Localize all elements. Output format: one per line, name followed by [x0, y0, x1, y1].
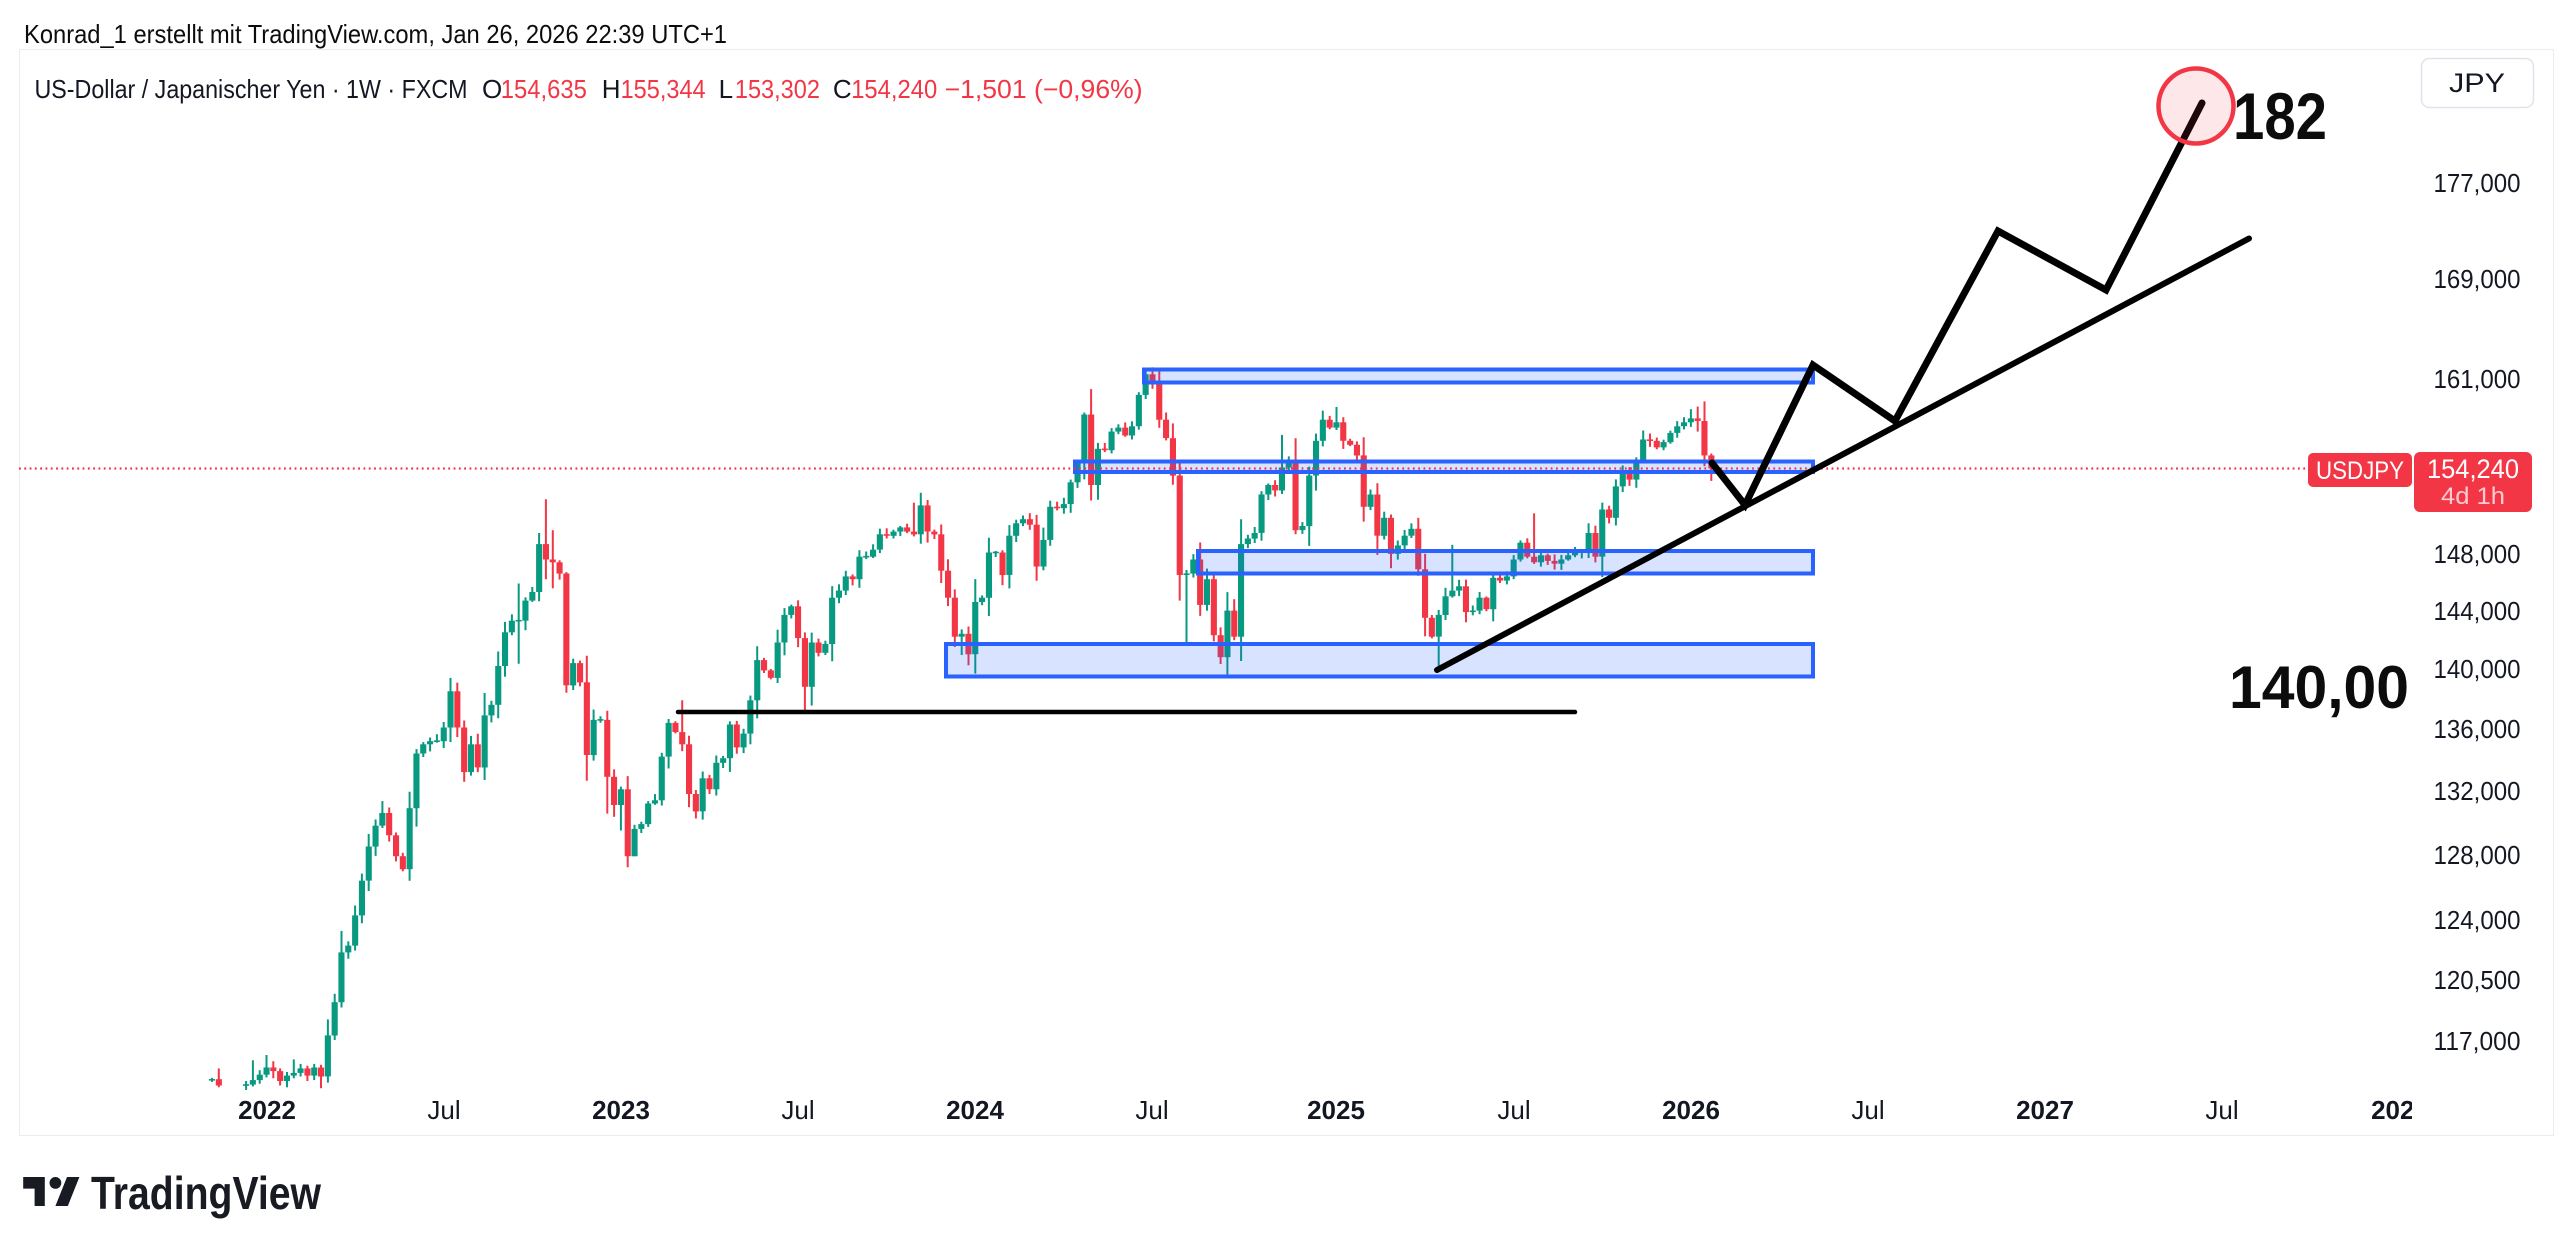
svg-text:169,000: 169,000 [2434, 264, 2521, 294]
svg-text:US-Dollar / Japanischer Yen ·: US-Dollar / Japanischer Yen · 1W · FXCM [35, 74, 468, 104]
svg-text:USDJPY: USDJPY [2316, 457, 2404, 485]
svg-text:Jul: Jul [781, 1095, 814, 1125]
svg-text:2022: 2022 [238, 1095, 296, 1125]
svg-text:L: L [719, 74, 733, 104]
svg-text:128,000: 128,000 [2434, 840, 2521, 870]
svg-text:Konrad_1 erstellt mit TradingV: Konrad_1 erstellt mit TradingView.com, J… [24, 19, 727, 49]
svg-text:154,240: 154,240 [851, 74, 937, 104]
svg-text:154,635: 154,635 [501, 74, 587, 104]
svg-text:136,000: 136,000 [2434, 714, 2521, 744]
svg-text:4d 1h: 4d 1h [2441, 483, 2505, 510]
svg-text:153,302: 153,302 [735, 74, 820, 104]
svg-text:2027: 2027 [2016, 1095, 2074, 1125]
svg-text:132,000: 132,000 [2434, 776, 2521, 806]
svg-text:120,500: 120,500 [2434, 965, 2521, 995]
svg-text:182: 182 [2233, 79, 2327, 153]
svg-text:155,344: 155,344 [621, 74, 706, 104]
svg-text:144,000: 144,000 [2434, 596, 2521, 626]
svg-text:2024: 2024 [946, 1095, 1004, 1125]
svg-text:Jul: Jul [1497, 1095, 1530, 1125]
svg-text:H: H [602, 74, 621, 104]
svg-text:Jul: Jul [1135, 1095, 1168, 1125]
svg-text:177,000: 177,000 [2434, 168, 2521, 198]
svg-text:Jul: Jul [1851, 1095, 1884, 1125]
svg-text:140,00: 140,00 [2229, 654, 2409, 721]
svg-text:2023: 2023 [592, 1095, 650, 1125]
svg-text:161,000: 161,000 [2434, 364, 2521, 394]
svg-text:154,240: 154,240 [2427, 454, 2519, 484]
svg-text:O: O [482, 74, 502, 104]
svg-text:124,000: 124,000 [2434, 905, 2521, 935]
svg-text:JPY: JPY [2449, 68, 2505, 98]
svg-text:148,000: 148,000 [2434, 539, 2521, 569]
svg-text:Jul: Jul [427, 1095, 460, 1125]
svg-text:2028: 2028 [2371, 1095, 2429, 1125]
svg-text:−1,501 (−0,96%): −1,501 (−0,96%) [945, 74, 1143, 104]
svg-text:TradingView: TradingView [91, 1167, 321, 1219]
svg-text:2025: 2025 [1307, 1095, 1365, 1125]
svg-text:117,000: 117,000 [2434, 1026, 2521, 1056]
svg-text:C: C [833, 74, 852, 104]
svg-text:140,000: 140,000 [2434, 654, 2521, 684]
svg-text:2026: 2026 [1662, 1095, 1720, 1125]
svg-text:Jul: Jul [2205, 1095, 2238, 1125]
